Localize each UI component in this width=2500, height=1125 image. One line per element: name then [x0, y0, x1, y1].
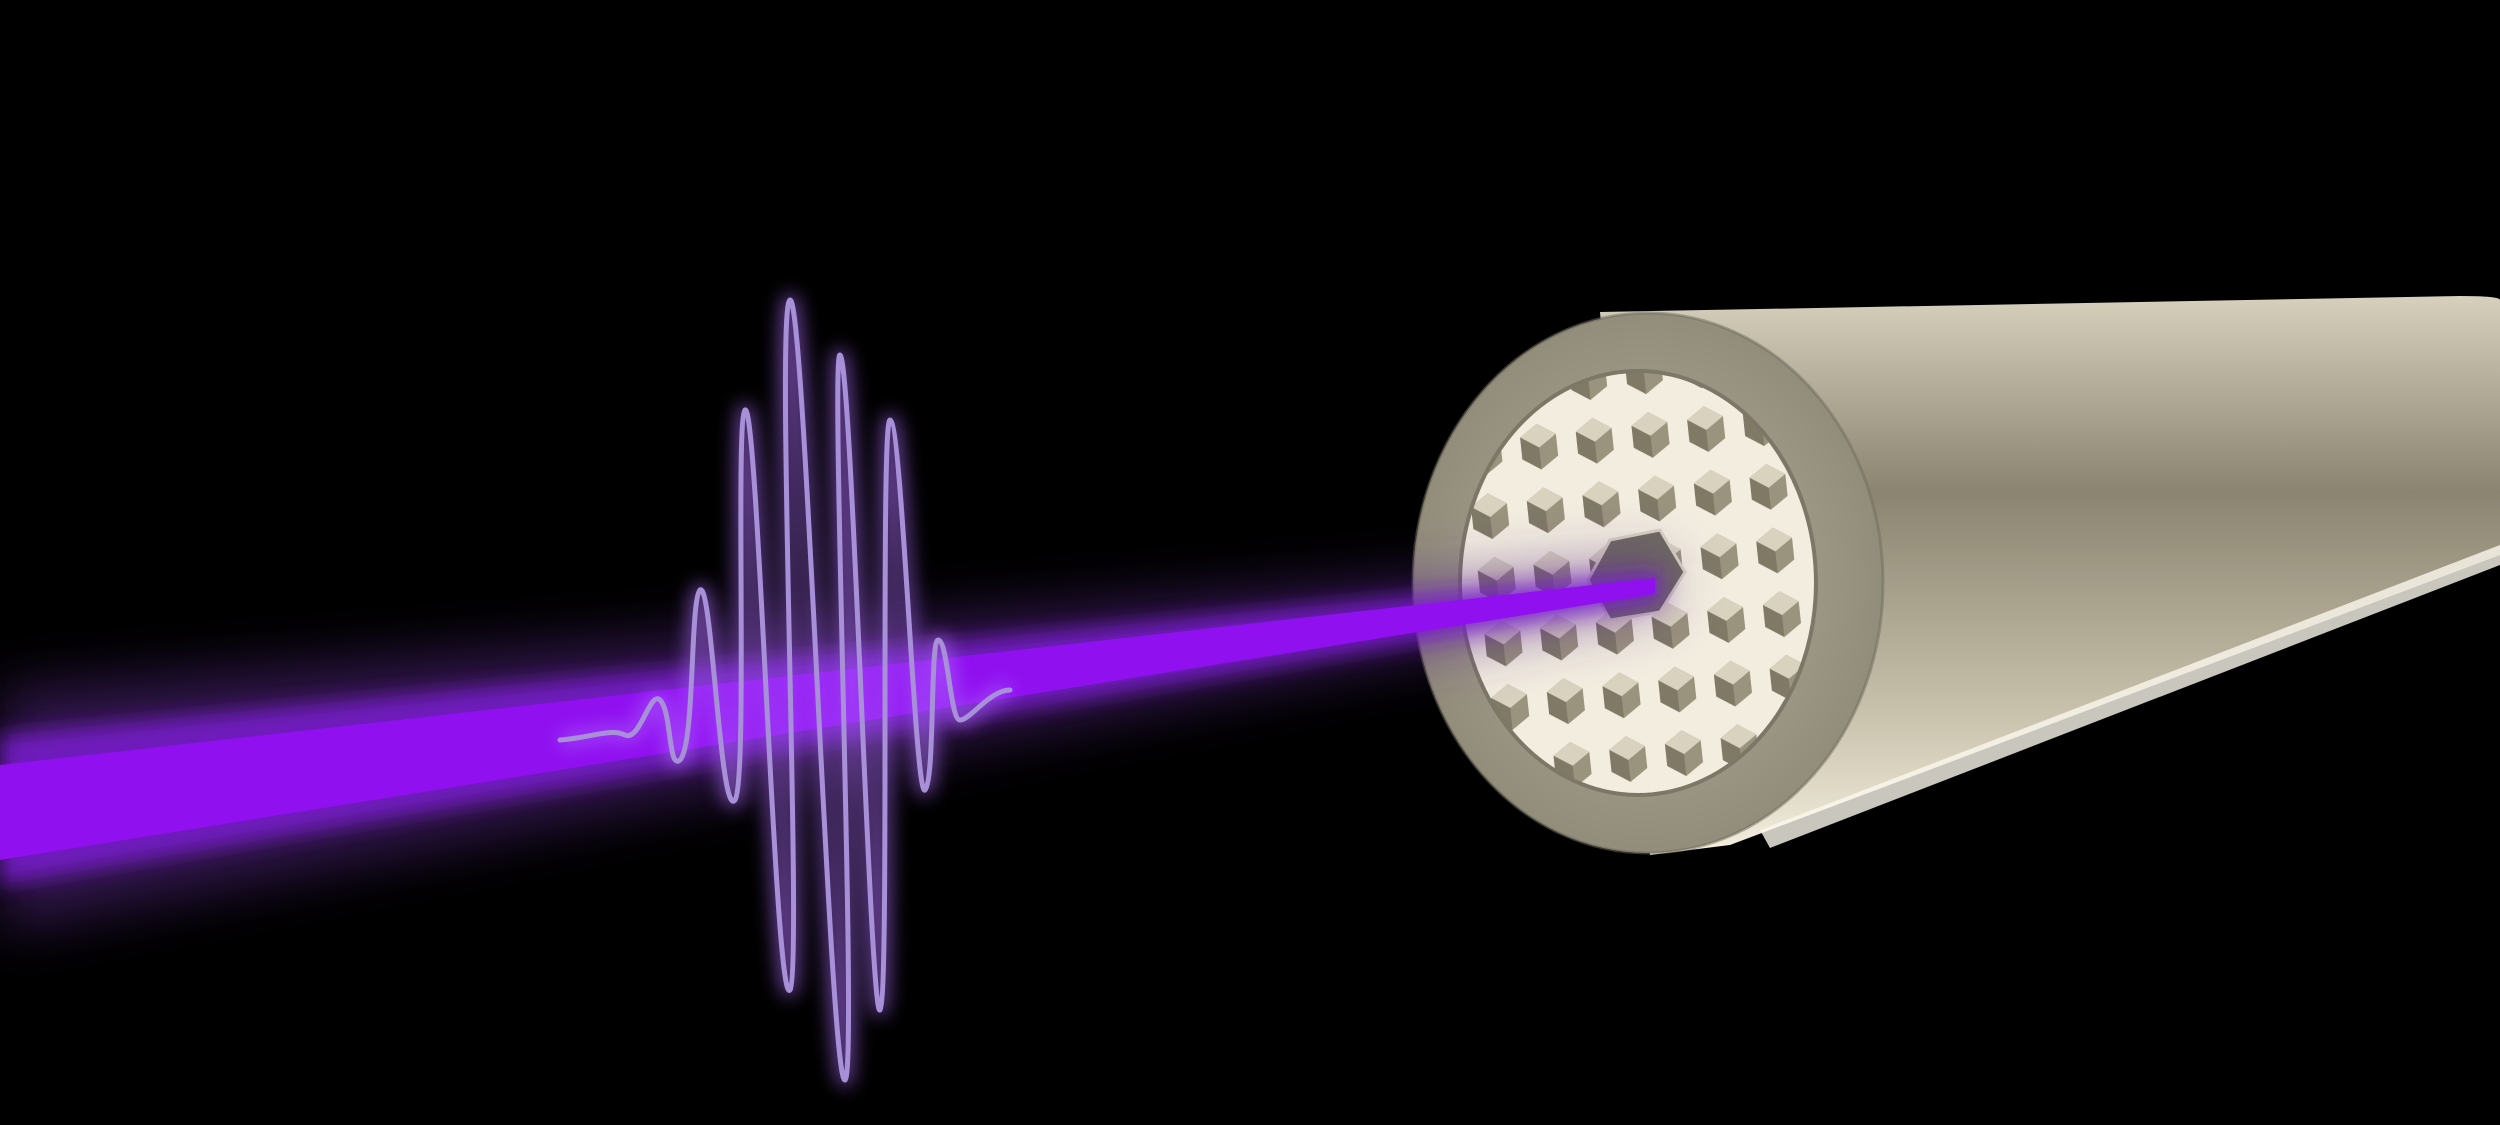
fiber-jacket-highlight: [1760, 545, 2500, 848]
light-pulse: [557, 292, 1013, 1088]
laser-beam: [0, 560, 1665, 930]
laser-beam-core: [0, 578, 1655, 860]
light-pulse-wave: [557, 297, 1013, 1083]
